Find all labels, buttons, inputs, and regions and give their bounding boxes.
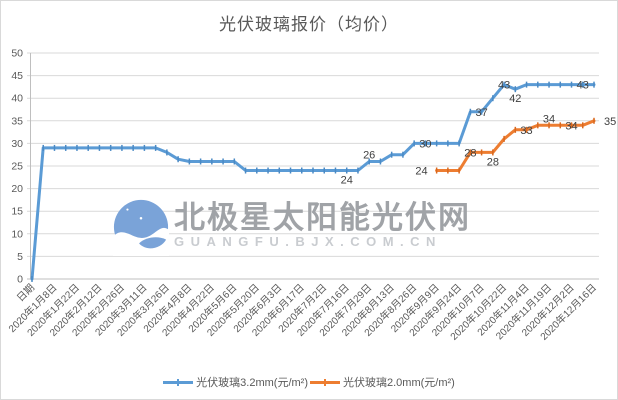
y-tick-label: 40	[11, 93, 23, 105]
y-tick-label: 15	[11, 206, 23, 218]
y-tick-label: 20	[11, 183, 23, 195]
data-label: 42	[509, 93, 521, 105]
data-label: 34	[543, 113, 555, 125]
data-label: 43	[577, 80, 589, 92]
data-label: 28	[464, 147, 476, 159]
data-label: 37	[475, 107, 487, 119]
y-tick-label: 45	[11, 70, 23, 82]
y-tick-label: 25	[11, 161, 23, 173]
legend-label: 光伏玻璃2.0mm(元/m²)	[343, 377, 455, 389]
data-label: 28	[487, 156, 499, 168]
chart-title: 光伏玻璃报价（均价）	[219, 15, 399, 34]
series-line-3-2mm	[30, 83, 596, 281]
data-label: 24	[341, 175, 353, 187]
y-tick-label: 50	[11, 48, 23, 60]
data-label: 26	[363, 149, 375, 161]
legend-label: 光伏玻璃3.2mm(元/m²)	[196, 377, 308, 389]
data-label: 35	[604, 116, 616, 128]
data-label: 43	[498, 80, 510, 92]
legend-line-swatch-blue	[163, 378, 194, 386]
legend-item-glass-2-0mm: 光伏玻璃2.0mm(元/m²)	[310, 374, 455, 390]
legend-item-glass-3-2mm: 光伏玻璃3.2mm(元/m²)	[163, 374, 308, 390]
data-label: 33	[520, 125, 532, 137]
legend: 光伏玻璃3.2mm(元/m²) 光伏玻璃2.0mm(元/m²)	[1, 374, 617, 390]
y-tick-label: 30	[11, 138, 23, 150]
data-label: 34	[565, 120, 577, 132]
data-label: 30	[419, 138, 431, 150]
y-tick-label: 10	[11, 228, 23, 240]
legend-line-swatch-orange	[310, 378, 340, 386]
data-label: 24	[415, 166, 427, 178]
y-tick-label: 5	[17, 251, 23, 263]
y-tick-label: 0	[17, 274, 23, 286]
y-tick-label: 35	[11, 115, 23, 127]
